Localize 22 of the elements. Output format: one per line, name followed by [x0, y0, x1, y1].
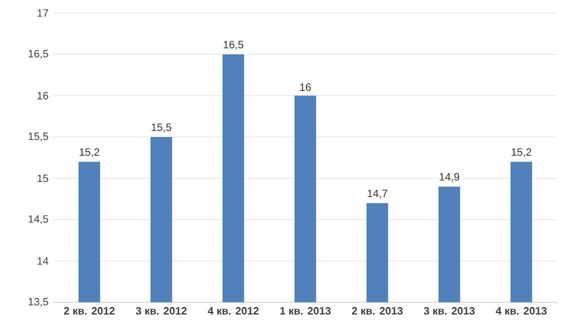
y-tick-label: 16,5 — [28, 50, 48, 59]
data-label: 16,5 — [224, 40, 244, 50]
y-tick-label: 16 — [38, 92, 48, 100]
x-tick-label: 3 кв. 2013 — [424, 307, 475, 315]
data-label: 15,2 — [512, 148, 532, 158]
y-tick-label: 14,5 — [28, 215, 48, 224]
x-tick-label: 2 кв. 2012 — [64, 307, 115, 315]
data-label: 15,5 — [152, 124, 172, 132]
x-tick-label: 1 кв. 2013 — [280, 307, 331, 315]
x-tick-label: 2 кв. 2013 — [352, 307, 403, 315]
y-tick-label: 13,5 — [28, 298, 48, 307]
x-tick-label: 3 кв. 2012 — [136, 307, 187, 315]
x-tick-label: 4 кв. 2013 — [496, 307, 547, 315]
y-tick-label: 15,5 — [28, 132, 48, 142]
data-label: 15,2 — [80, 148, 100, 158]
data-label: 14,7 — [368, 190, 388, 198]
y-tick-label: 14 — [38, 257, 48, 265]
data-label: 16 — [300, 83, 311, 91]
y-tick-label: 15 — [38, 174, 48, 182]
data-label: 14,9 — [440, 173, 460, 182]
y-tick-label: 17 — [38, 9, 48, 17]
x-tick-label: 4 кв. 2012 — [208, 307, 259, 315]
